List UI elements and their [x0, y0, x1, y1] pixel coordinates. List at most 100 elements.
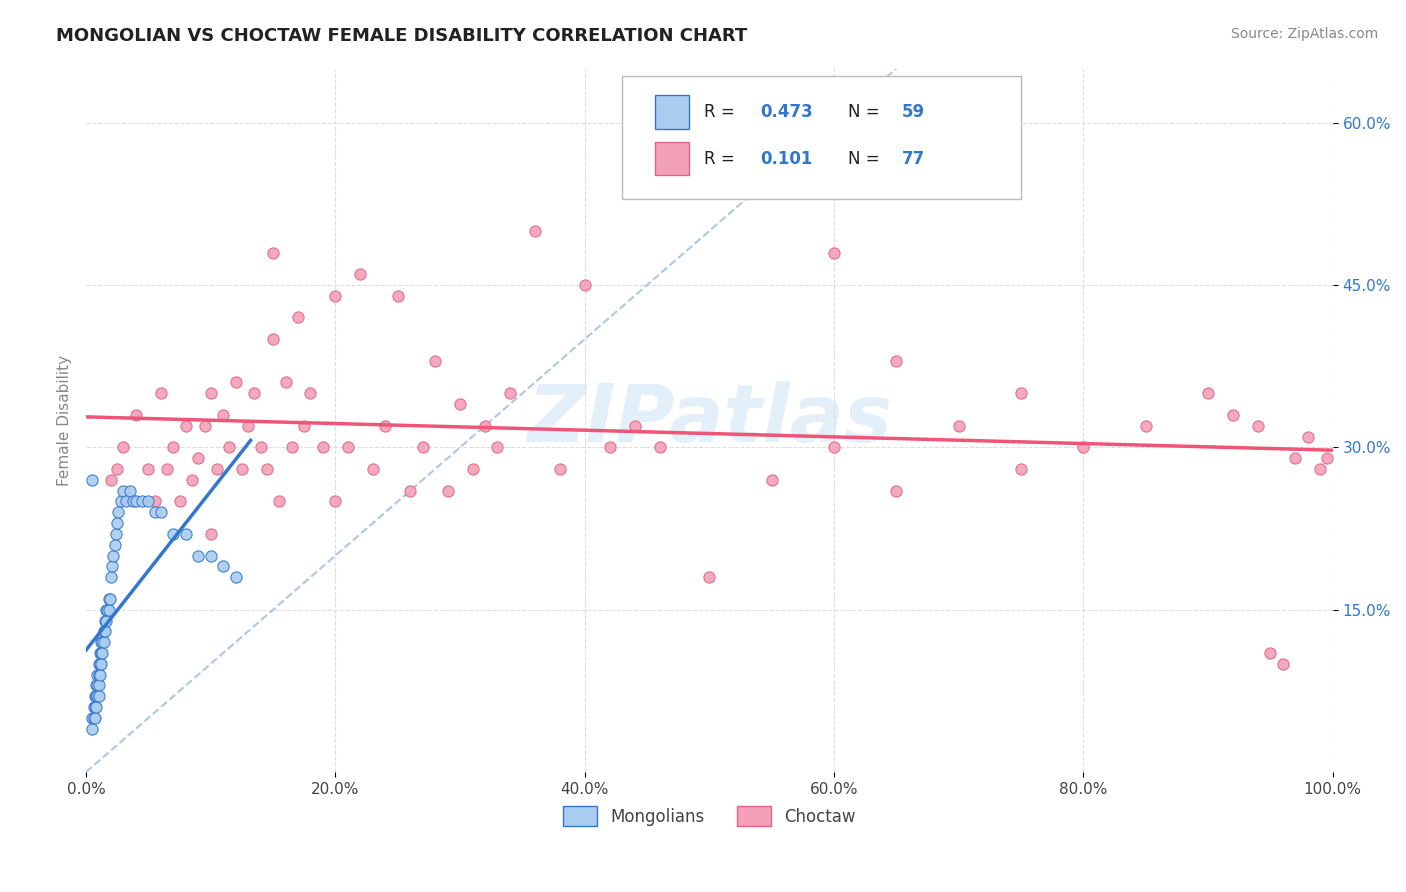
Point [94, 614, 117, 628]
Point [292, 418, 315, 433]
Point [125, 494, 148, 508]
Point [82, 473, 104, 487]
Point [886, 483, 908, 498]
Point [212, 559, 235, 574]
Point [94, 624, 117, 639]
Text: 59: 59 [901, 103, 925, 121]
Point [699, 169, 721, 184]
Text: 0.101: 0.101 [761, 150, 813, 168]
Point [599, 441, 621, 455]
Point [83, 690, 105, 704]
Point [87, 667, 110, 681]
Point [269, 494, 291, 508]
Point [299, 386, 322, 401]
Point [149, 505, 172, 519]
Point [125, 408, 148, 422]
Point [336, 441, 359, 455]
Point [104, 538, 127, 552]
Point [84, 678, 107, 692]
Point [1222, 408, 1244, 422]
Point [90, 657, 112, 671]
Point [91, 635, 114, 649]
Point [112, 483, 135, 498]
Point [97, 603, 120, 617]
Point [91, 646, 114, 660]
Point [281, 441, 304, 455]
Point [499, 386, 522, 401]
Bar [655, 142, 689, 176]
Point [399, 483, 422, 498]
Point [274, 376, 297, 390]
Point [574, 277, 596, 292]
Point [200, 549, 222, 563]
Point [548, 462, 571, 476]
Point [100, 570, 122, 584]
Point [90, 646, 112, 660]
Point [82, 722, 104, 736]
Point [423, 353, 446, 368]
Point [84, 700, 107, 714]
Point [412, 441, 434, 455]
Point [436, 483, 458, 498]
Bar [655, 95, 689, 129]
Point [93, 624, 115, 639]
Point [699, 570, 721, 584]
Legend: Mongolians, Choctaw: Mongolians, Choctaw [555, 798, 863, 834]
Point [174, 527, 197, 541]
Point [174, 418, 197, 433]
Text: MONGOLIAN VS CHOCTAW FEMALE DISABILITY CORRELATION CHART: MONGOLIAN VS CHOCTAW FEMALE DISABILITY C… [56, 27, 748, 45]
Point [1197, 386, 1219, 401]
Point [89, 657, 111, 671]
Point [449, 397, 471, 411]
Point [143, 494, 166, 508]
Point [97, 591, 120, 606]
Point [162, 441, 184, 455]
Point [84, 690, 107, 704]
Point [112, 441, 135, 455]
Point [1010, 462, 1032, 476]
Point [103, 549, 125, 563]
Point [349, 267, 371, 281]
Point [218, 441, 240, 455]
Point [1073, 441, 1095, 455]
Point [1010, 386, 1032, 401]
Point [823, 245, 845, 260]
Point [1296, 429, 1319, 443]
Text: N =: N = [848, 103, 884, 121]
Point [249, 441, 271, 455]
Point [82, 711, 104, 725]
Point [236, 418, 259, 433]
Point [823, 441, 845, 455]
Point [138, 462, 160, 476]
Point [83, 711, 105, 725]
Point [225, 570, 247, 584]
Point [105, 462, 128, 476]
Point [89, 646, 111, 660]
Text: 0.473: 0.473 [761, 103, 813, 121]
Point [361, 462, 384, 476]
Point [115, 494, 138, 508]
Point [86, 667, 108, 681]
Point [87, 657, 110, 671]
Point [262, 332, 284, 346]
Point [486, 441, 509, 455]
Point [87, 678, 110, 692]
FancyBboxPatch shape [621, 76, 1021, 199]
Point [1260, 646, 1282, 660]
Point [948, 418, 970, 433]
Point [523, 224, 546, 238]
Point [110, 494, 132, 508]
Point [89, 667, 111, 681]
Point [1135, 418, 1157, 433]
Text: R =: R = [704, 103, 741, 121]
Point [200, 386, 222, 401]
Point [131, 494, 153, 508]
Point [156, 462, 179, 476]
Point [187, 451, 209, 466]
Point [105, 516, 128, 530]
Point [96, 603, 118, 617]
Point [886, 353, 908, 368]
Point [623, 418, 645, 433]
Point [387, 289, 409, 303]
Point [94, 614, 117, 628]
